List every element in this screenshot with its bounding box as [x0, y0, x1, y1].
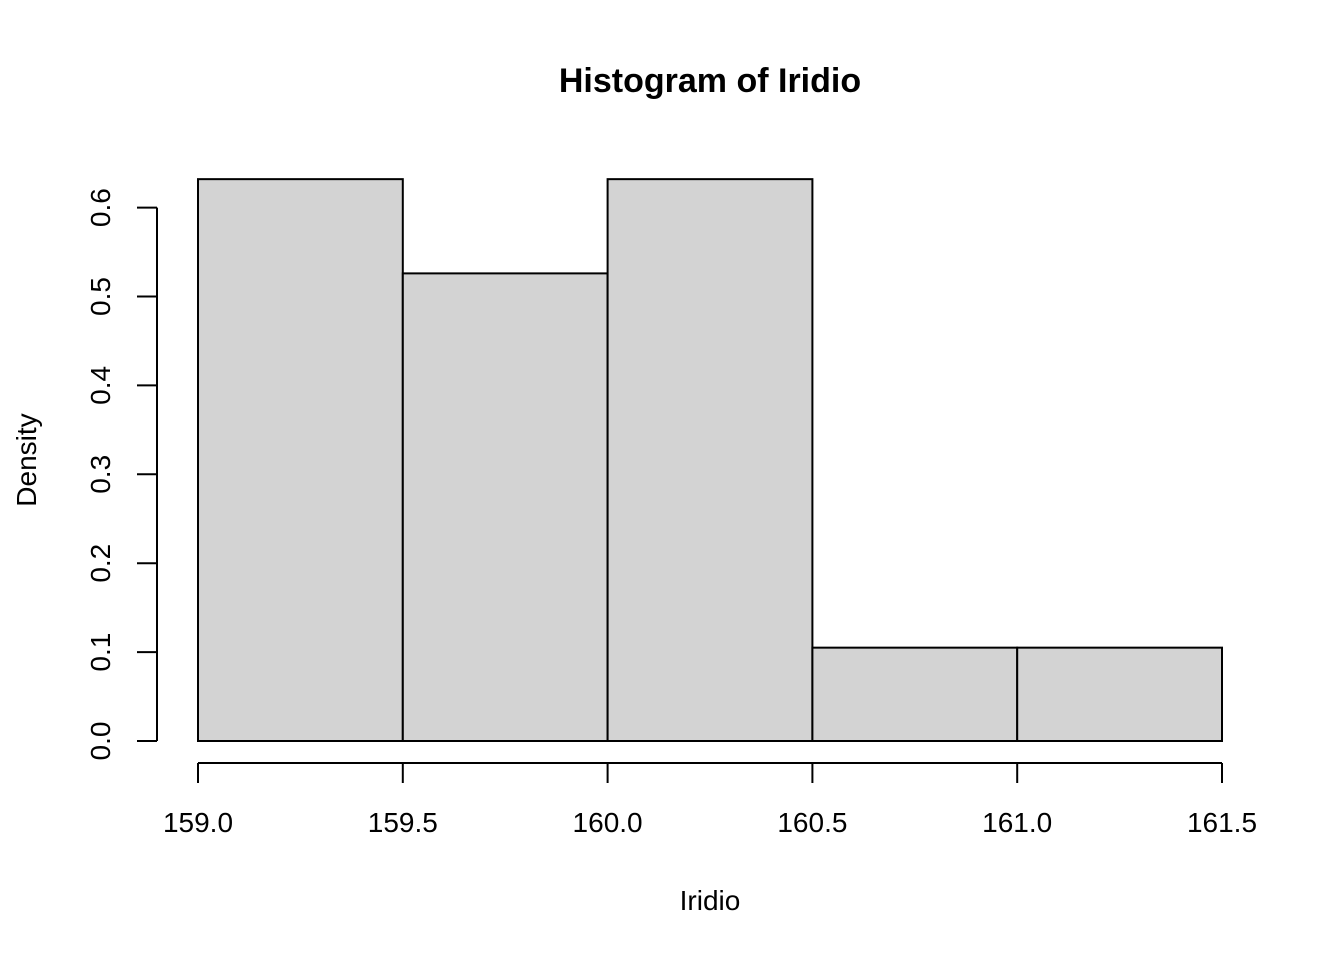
y-axis: 0.0 0.1 0.2 0.3 0.4 0.5 0.6: [85, 188, 158, 761]
chart-title: Histogram of Iridio: [559, 62, 861, 100]
y-tick-label: 0.1: [85, 633, 116, 672]
x-tick-label: 160.0: [573, 807, 643, 838]
histogram-bar-3: [606, 178, 814, 743]
x-tick-label: 161.0: [982, 807, 1052, 838]
y-tick-label: 0.3: [85, 455, 116, 494]
y-tick-label: 0.6: [85, 188, 116, 227]
bars-group: [197, 178, 1224, 743]
x-tick-label: 159.0: [163, 807, 233, 838]
histogram-bar-4: [811, 646, 1019, 743]
histogram-bar-5: [1016, 646, 1224, 743]
y-tick-label: 0.5: [85, 277, 116, 316]
x-tick-label: 161.5: [1187, 807, 1257, 838]
x-axis-label: Iridio: [680, 885, 741, 916]
x-tick-label: 160.5: [777, 807, 847, 838]
y-tick-label: 0.0: [85, 722, 116, 761]
y-tick-label: 0.2: [85, 544, 116, 583]
x-axis: 159.0 159.5 160.0 160.5 161.0 161.5: [163, 762, 1257, 838]
x-tick-label: 159.5: [368, 807, 438, 838]
histogram-bar-1: [197, 178, 404, 743]
y-tick-label: 0.4: [85, 366, 116, 405]
histogram-bar-2: [401, 272, 609, 742]
y-axis-label: Density: [11, 413, 42, 506]
